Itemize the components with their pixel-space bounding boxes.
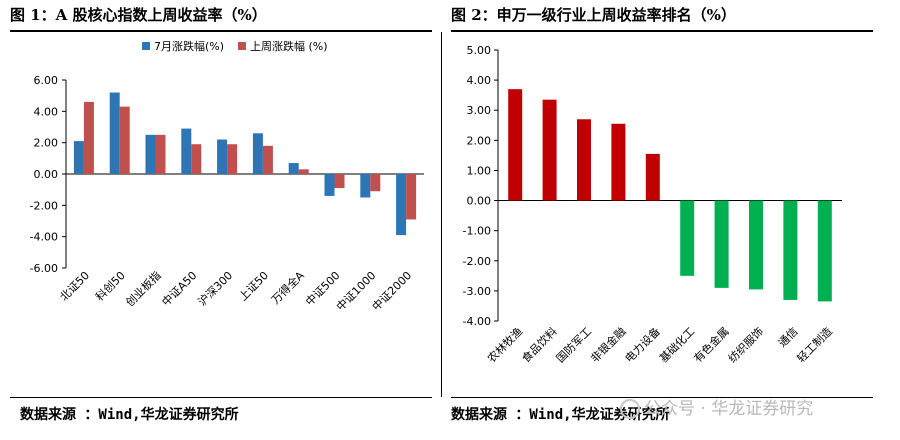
left-source-note: 数据来源 ：Wind,华龙证券研究所 bbox=[20, 407, 239, 423]
bar-july bbox=[324, 174, 335, 196]
bar-last-week bbox=[334, 174, 345, 189]
bar-last-week bbox=[298, 169, 309, 174]
bar-july bbox=[252, 133, 263, 174]
legend-swatch bbox=[238, 42, 246, 50]
y-tick-label: -2.00 bbox=[30, 199, 58, 212]
industry-bar bbox=[611, 123, 626, 201]
watermark-text: 公众号 · 华龙证券研究 bbox=[644, 399, 814, 419]
x-tick-label: 北证50 bbox=[57, 269, 92, 304]
y-tick-label: -6.00 bbox=[30, 262, 58, 275]
y-tick-label: -1.00 bbox=[463, 225, 491, 238]
x-tick-label: 创业板指 bbox=[123, 268, 164, 309]
y-tick-label: 2.00 bbox=[34, 137, 59, 150]
y-tick-label: 3.00 bbox=[467, 104, 492, 117]
left-chart-title: 图 1：A 股核心指数上周收益率（%） bbox=[10, 6, 267, 24]
x-tick-label: 非银金融 bbox=[588, 324, 629, 365]
y-tick-label: 5.00 bbox=[467, 44, 492, 57]
bar-july bbox=[181, 128, 192, 174]
bar-last-week bbox=[119, 106, 130, 174]
wechat-logo-icon bbox=[620, 399, 640, 419]
bar-july bbox=[288, 163, 299, 174]
bar-last-week bbox=[406, 174, 417, 220]
legend-label: 7月涨跌幅(%) bbox=[154, 39, 224, 53]
right-bar-chart: 5.00 4.00 3.00 2.00 1.00 0.00 -1.00 -2.00 -3.00 -… bbox=[463, 44, 842, 365]
bar-last-week bbox=[83, 101, 94, 174]
x-tick-label: 食品饮料 bbox=[519, 324, 560, 365]
x-tick-label: 通信 bbox=[776, 325, 801, 350]
x-tick-label: 电力设备 bbox=[622, 324, 663, 365]
y-tick-label: -4.00 bbox=[463, 315, 491, 328]
bar-july bbox=[360, 174, 371, 198]
bar-july bbox=[217, 139, 228, 174]
bar-last-week bbox=[191, 144, 202, 174]
x-tick-label: 纺织服饰 bbox=[725, 324, 766, 365]
panel-separator bbox=[441, 32, 442, 397]
right-source-note: 数据来源 ：Wind,华龙证券研究所 bbox=[451, 407, 670, 423]
y-tick-label: 0.00 bbox=[467, 195, 492, 208]
industry-bar bbox=[508, 89, 523, 201]
industry-bar bbox=[783, 200, 798, 300]
x-tick-label: 万得全A bbox=[268, 268, 307, 307]
bar-july bbox=[145, 134, 156, 174]
x-tick-label: 科创50 bbox=[92, 268, 127, 303]
right-title-rule bbox=[451, 30, 873, 32]
x-tick-label: 轻工制造 bbox=[794, 324, 835, 365]
x-tick-label: 中证2000 bbox=[370, 269, 415, 314]
y-tick-label: 1.00 bbox=[467, 164, 492, 177]
industry-bar bbox=[714, 200, 729, 288]
watermark: 公众号 · 华龙证券研究 bbox=[620, 394, 813, 419]
industry-bar bbox=[542, 99, 557, 201]
y-tick-label: 6.00 bbox=[34, 74, 59, 87]
x-tick-label: 有色金属 bbox=[691, 324, 732, 365]
left-title-rule bbox=[10, 30, 432, 32]
y-tick-label: 4.00 bbox=[467, 74, 492, 87]
bar-last-week bbox=[262, 145, 273, 174]
x-tick-label: 沪深300 bbox=[195, 268, 235, 308]
right-bottom-rule bbox=[451, 397, 873, 398]
x-tick-label: 农林牧渔 bbox=[484, 324, 525, 365]
industry-bar bbox=[680, 200, 695, 276]
y-tick-label: -2.00 bbox=[463, 255, 491, 268]
bar-july bbox=[73, 141, 84, 174]
industry-bar bbox=[749, 200, 763, 290]
industry-bar bbox=[577, 119, 591, 201]
y-tick-label: 2.00 bbox=[467, 134, 492, 147]
bar-last-week bbox=[155, 134, 166, 174]
legend-swatch bbox=[142, 42, 150, 50]
x-tick-label: 国防军工 bbox=[553, 324, 594, 365]
industry-bar bbox=[645, 153, 660, 201]
bar-july bbox=[109, 92, 120, 174]
legend-label: 上周涨跌幅 (%) bbox=[250, 39, 328, 53]
industry-bar bbox=[817, 200, 832, 302]
right-chart-title: 图 2：申万一级行业上周收益率排名（%） bbox=[451, 6, 736, 24]
x-tick-label: 上证50 bbox=[236, 269, 271, 304]
y-tick-label: 4.00 bbox=[34, 105, 59, 118]
y-tick-label: -4.00 bbox=[30, 231, 58, 244]
x-tick-label: 中证A50 bbox=[159, 269, 199, 309]
left-bottom-rule bbox=[10, 397, 432, 398]
x-tick-label: 基础化工 bbox=[656, 324, 697, 365]
y-tick-label: -3.00 bbox=[463, 285, 491, 298]
bar-last-week bbox=[370, 174, 381, 192]
y-tick-label: 0.00 bbox=[34, 168, 59, 181]
bar-july bbox=[396, 174, 407, 236]
bar-last-week bbox=[227, 144, 238, 174]
